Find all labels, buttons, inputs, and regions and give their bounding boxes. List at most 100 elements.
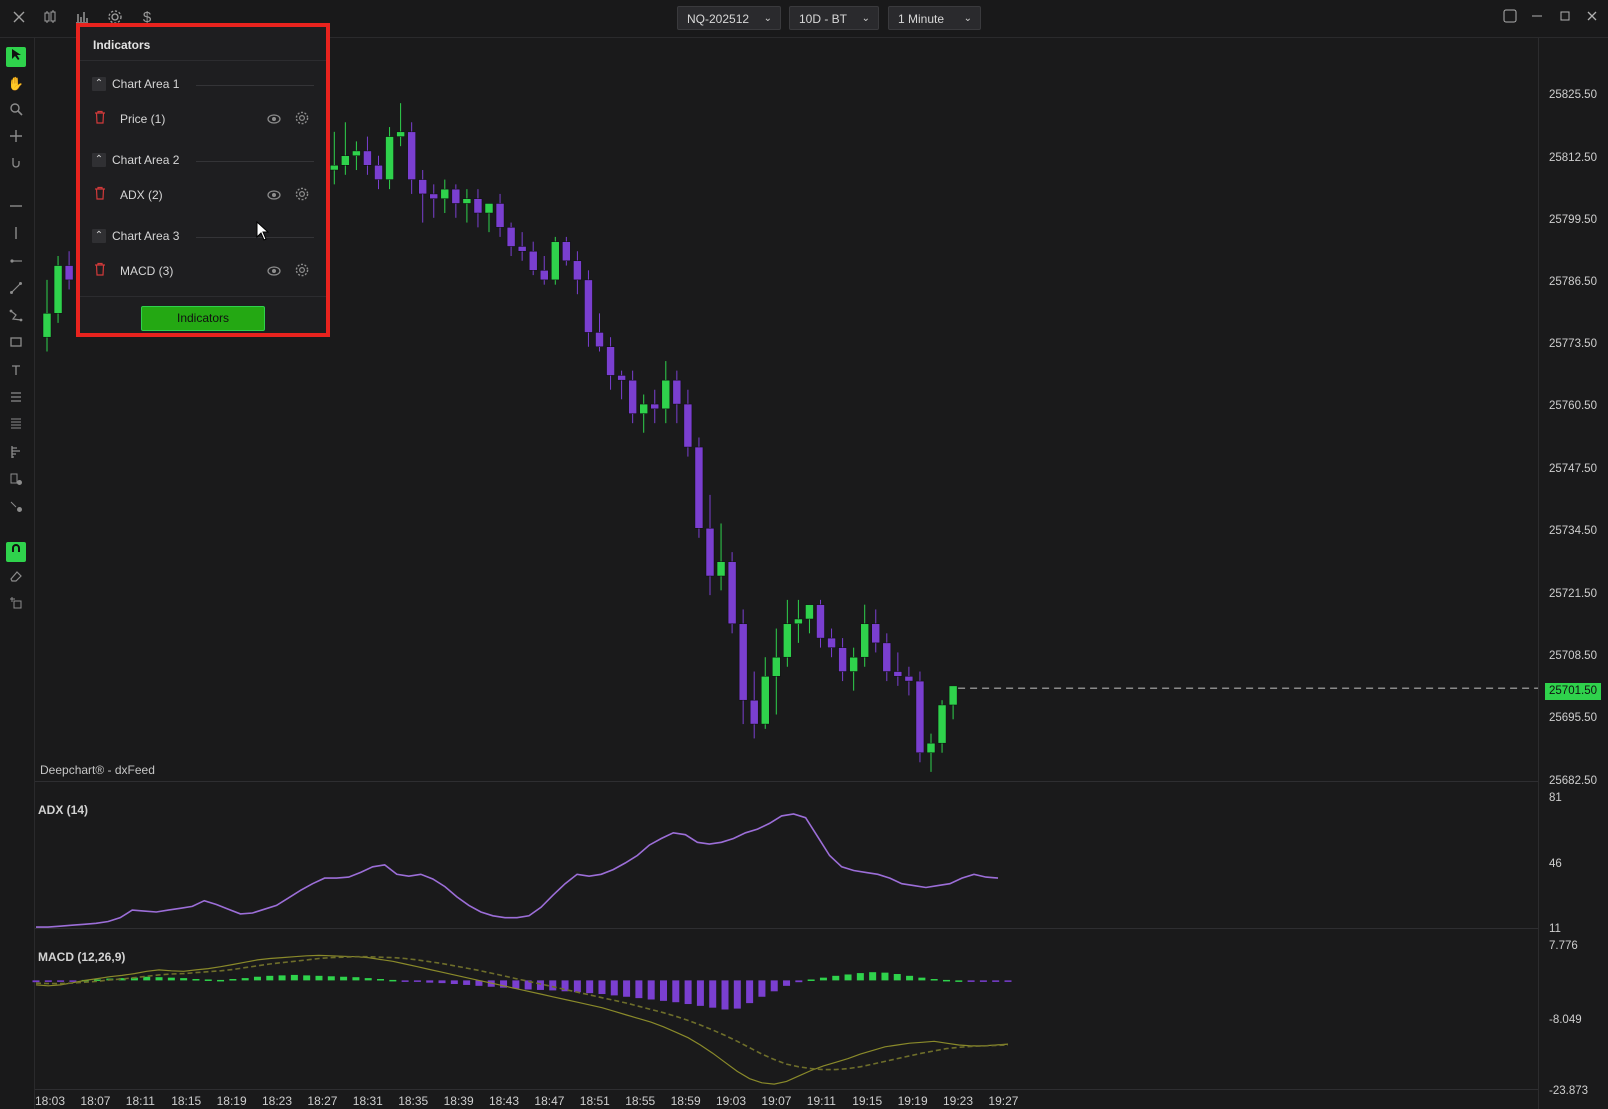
ray-line-icon[interactable] xyxy=(6,254,26,274)
magnet-icon[interactable] xyxy=(6,542,26,562)
fibonacci-tool-icon[interactable] xyxy=(6,390,26,410)
trash-icon[interactable] xyxy=(94,262,106,278)
macd-histogram-bar xyxy=(721,980,729,1010)
candle-body xyxy=(584,279,593,333)
candle-body xyxy=(639,403,648,414)
macd-histogram-bar xyxy=(942,979,950,982)
pointer-tool-icon[interactable] xyxy=(6,47,26,67)
clone-tool-icon[interactable] xyxy=(6,596,26,616)
zoom-tool-icon[interactable] xyxy=(6,102,26,122)
add-indicators-button[interactable]: Indicators xyxy=(141,306,265,331)
eye-icon[interactable] xyxy=(266,111,282,127)
order-tool-icon[interactable] xyxy=(6,472,26,492)
volume-profile-icon[interactable] xyxy=(6,445,26,465)
candle-body xyxy=(64,265,74,281)
macd-histogram-bar xyxy=(253,976,261,981)
trend-line-icon[interactable] xyxy=(6,281,26,301)
magnet-hand-icon[interactable] xyxy=(6,156,26,176)
close-window-icon[interactable] xyxy=(1582,8,1602,28)
levels-tool-icon[interactable] xyxy=(6,417,26,437)
candle-body xyxy=(926,742,936,753)
macd-histogram-bar xyxy=(266,975,274,981)
pane-separator[interactable] xyxy=(35,781,1538,782)
candle-body xyxy=(352,150,361,156)
symbol-dropdown[interactable]: NQ-202512 ⌄ xyxy=(677,6,781,30)
minimize-icon[interactable] xyxy=(1527,8,1547,28)
text-tool-icon[interactable] xyxy=(6,363,26,383)
chevron-up-icon[interactable]: ⌃ xyxy=(92,153,106,167)
candle-body xyxy=(374,165,383,180)
time-axis-label: 18:39 xyxy=(443,1094,474,1108)
close-icon[interactable] xyxy=(10,9,28,27)
path-tool-icon[interactable] xyxy=(6,308,26,328)
indicator-row-price[interactable]: Price (1) xyxy=(94,109,314,129)
indicator-row-macd[interactable]: MACD (3) xyxy=(94,261,314,281)
candle-body xyxy=(440,188,450,199)
gear-icon[interactable] xyxy=(294,110,310,126)
divider xyxy=(196,237,314,238)
chart-area-1-header[interactable]: ⌃ Chart Area 1 xyxy=(92,77,314,93)
macd-histogram-bar xyxy=(377,979,385,981)
sell-order-tool-icon[interactable] xyxy=(6,499,26,519)
gear-icon[interactable] xyxy=(294,262,310,278)
eye-icon[interactable] xyxy=(266,187,282,203)
macd-histogram-bar xyxy=(906,975,914,981)
gear-icon[interactable] xyxy=(294,186,310,202)
vertical-line-icon[interactable] xyxy=(6,226,26,246)
macd-histogram-bar xyxy=(549,980,557,991)
dollar-icon[interactable]: $ xyxy=(142,9,152,26)
chart-area-2-header[interactable]: ⌃ Chart Area 2 xyxy=(92,153,314,169)
candle-body xyxy=(484,203,494,214)
macd-histogram-bar xyxy=(881,972,889,981)
candles-icon[interactable] xyxy=(41,9,59,27)
candle-body xyxy=(772,656,781,677)
macd-histogram-bar xyxy=(364,978,372,981)
indicators-panel: Indicators ⌃ Chart Area 1 Price (1) ⌃ Ch… xyxy=(80,27,326,333)
candle-body xyxy=(650,403,659,410)
candle-body xyxy=(683,403,693,448)
macd-histogram-bar xyxy=(204,979,212,981)
candle-body xyxy=(363,150,372,166)
chevron-up-icon[interactable]: ⌃ xyxy=(92,229,106,243)
crosshair-tool-icon[interactable] xyxy=(6,129,26,149)
candle-body xyxy=(407,131,416,180)
rectangle-tool-icon[interactable] xyxy=(6,335,26,355)
candle-body xyxy=(528,250,538,271)
candle-body xyxy=(661,379,671,410)
candle-body xyxy=(716,561,726,577)
macd-histogram-bar xyxy=(832,975,840,981)
macd-histogram-bar xyxy=(598,980,606,995)
chart-area-3-header[interactable]: ⌃ Chart Area 3 xyxy=(92,229,314,245)
candle-body xyxy=(805,604,814,620)
time-axis-label: 19:27 xyxy=(988,1094,1019,1108)
window-layout-icon[interactable] xyxy=(1500,8,1520,28)
macd-histogram-bar xyxy=(561,980,569,992)
macd-histogram-bar xyxy=(967,980,975,982)
candle-body xyxy=(893,671,903,677)
price-axis[interactable] xyxy=(1538,38,1608,1109)
eye-icon[interactable] xyxy=(266,263,282,279)
indicator-name: MACD (3) xyxy=(120,264,174,278)
hand-tool-icon[interactable]: ✋ xyxy=(7,76,25,91)
pane-separator[interactable] xyxy=(35,928,1538,929)
candle-body xyxy=(595,332,604,348)
horizontal-line-icon[interactable] xyxy=(6,199,26,219)
candle-body xyxy=(727,561,737,625)
trash-icon[interactable] xyxy=(94,186,106,202)
chevron-up-icon[interactable]: ⌃ xyxy=(92,77,106,91)
maximize-icon[interactable] xyxy=(1555,8,1575,28)
time-axis-label: 18:55 xyxy=(625,1094,656,1108)
trash-icon[interactable] xyxy=(94,110,106,126)
price-axis-label: 25734.50 xyxy=(1549,525,1597,537)
candle-body xyxy=(573,260,582,281)
macd-histogram-bar xyxy=(389,979,397,982)
template-dropdown[interactable]: 10D - BT ⌄ xyxy=(789,6,879,30)
macd-histogram-bar xyxy=(303,975,311,981)
macd-histogram-bar xyxy=(524,980,532,990)
indicator-row-adx[interactable]: ADX (2) xyxy=(94,185,314,205)
macd-histogram-bar xyxy=(795,980,803,983)
timeframe-dropdown[interactable]: 1 Minute ⌄ xyxy=(888,6,981,30)
eraser-icon[interactable] xyxy=(6,569,26,589)
macd-histogram-bar xyxy=(327,976,335,981)
